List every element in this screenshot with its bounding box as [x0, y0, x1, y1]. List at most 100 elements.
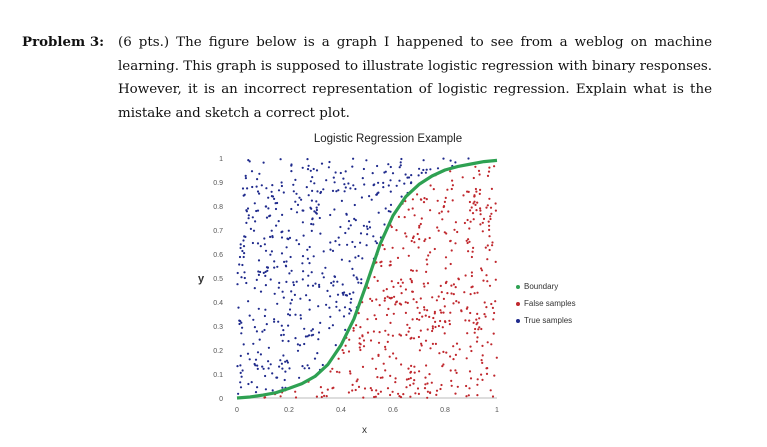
true-sample-point	[277, 320, 280, 323]
true-sample-point	[239, 364, 242, 367]
false-sample-point	[399, 334, 403, 337]
true-sample-point	[245, 221, 248, 224]
false-sample-point	[469, 311, 472, 315]
false-sample-point	[392, 285, 395, 288]
true-sample-point	[362, 224, 365, 227]
false-sample-point	[479, 188, 482, 191]
false-sample-point	[479, 207, 482, 210]
false-sample-point	[480, 327, 483, 331]
legend-label-boundary: Boundary	[524, 282, 559, 291]
true-sample-point	[324, 266, 327, 269]
true-sample-point	[308, 245, 311, 249]
false-sample-point	[480, 373, 483, 376]
false-sample-point	[394, 303, 397, 306]
true-sample-point	[316, 190, 319, 193]
true-sample-point	[290, 170, 293, 173]
false-sample-point	[454, 353, 457, 356]
true-sample-point	[260, 184, 263, 187]
true-sample-point	[338, 243, 341, 246]
false-sample-point	[389, 374, 392, 377]
true-sample-point	[302, 209, 305, 212]
false-sample-point	[494, 300, 497, 303]
true-sample-point	[328, 306, 331, 309]
true-sample-point	[285, 260, 288, 263]
true-sample-point	[247, 217, 250, 220]
true-sample-point	[269, 214, 272, 217]
true-sample-point	[295, 192, 298, 195]
false-sample-point	[468, 227, 471, 230]
true-sample-point	[236, 283, 239, 286]
true-sample-point	[319, 191, 322, 195]
false-sample-point	[323, 394, 326, 397]
true-sample-point	[356, 278, 359, 281]
true-sample-point	[289, 302, 292, 305]
true-sample-point	[247, 382, 250, 386]
false-sample-point	[377, 392, 380, 395]
false-sample-point	[470, 271, 473, 274]
true-sample-point	[329, 315, 332, 318]
false-sample-point	[475, 209, 478, 212]
true-sample-point	[294, 313, 297, 316]
false-sample-point	[415, 317, 419, 321]
true-sample-point	[361, 257, 364, 260]
false-sample-point	[410, 269, 413, 272]
false-sample-point	[467, 250, 470, 253]
false-sample-point	[491, 306, 494, 309]
true-sample-point	[372, 235, 375, 238]
false-sample-point	[449, 369, 452, 372]
true-sample-point	[303, 342, 306, 346]
true-sample-point	[353, 203, 356, 207]
true-sample-point	[355, 276, 358, 279]
false-sample-point	[468, 240, 471, 243]
true-sample-point	[336, 293, 340, 296]
true-sample-point	[280, 252, 284, 255]
true-sample-point	[351, 240, 354, 244]
true-sample-point	[368, 220, 371, 223]
true-sample-point	[284, 360, 287, 363]
true-sample-point	[295, 211, 299, 214]
false-sample-point	[400, 363, 403, 366]
false-sample-point	[375, 389, 378, 392]
true-sample-point	[391, 172, 395, 175]
true-sample-point	[348, 307, 351, 311]
true-sample-point	[242, 239, 245, 242]
false-sample-point	[474, 203, 477, 206]
true-sample-point	[310, 329, 313, 332]
false-sample-point	[423, 285, 426, 288]
false-sample-point	[457, 301, 460, 304]
true-sample-point	[316, 352, 319, 355]
false-sample-point	[405, 378, 408, 381]
true-sample-point	[278, 365, 281, 368]
true-sample-point	[271, 195, 275, 198]
true-sample-point	[242, 343, 245, 346]
true-sample-point	[384, 207, 387, 210]
true-sample-point	[269, 363, 272, 366]
true-sample-point	[240, 332, 243, 335]
false-sample-point	[481, 354, 484, 357]
true-sample-point	[282, 296, 285, 299]
false-sample-point	[426, 263, 429, 266]
false-sample-point	[475, 340, 479, 343]
true-sample-point	[342, 293, 345, 296]
true-sample-point	[281, 339, 284, 342]
true-sample-point	[292, 190, 295, 193]
true-sample-point	[271, 389, 274, 392]
true-sample-point	[273, 320, 276, 323]
false-sample-point	[347, 391, 350, 394]
false-sample-point	[404, 301, 407, 304]
true-sample-point	[248, 358, 251, 361]
true-sample-point	[288, 314, 292, 317]
true-sample-point	[277, 220, 280, 223]
false-sample-point	[386, 295, 389, 298]
true-sample-point	[256, 386, 259, 389]
false-sample-point	[464, 319, 467, 322]
true-sample-point	[240, 276, 243, 279]
true-sample-point	[348, 312, 351, 315]
false-sample-point	[422, 282, 425, 285]
false-sample-point	[399, 285, 402, 288]
true-sample-point	[310, 271, 313, 274]
false-sample-point	[442, 311, 445, 314]
false-sample-point	[476, 394, 479, 397]
false-sample-point	[456, 385, 459, 388]
true-sample-point	[308, 367, 311, 370]
